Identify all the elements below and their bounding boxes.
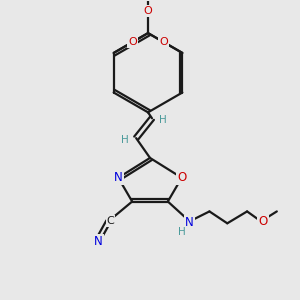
Text: N: N [114, 171, 123, 184]
Text: N: N [185, 216, 194, 229]
Text: O: O [258, 215, 268, 228]
Text: C: C [106, 216, 114, 226]
Text: N: N [94, 235, 103, 248]
Text: O: O [177, 171, 186, 184]
Text: O: O [144, 6, 152, 16]
Text: O: O [128, 37, 137, 47]
Text: H: H [122, 135, 129, 145]
Text: O: O [159, 37, 168, 47]
Text: H: H [178, 227, 186, 237]
Text: H: H [159, 115, 167, 125]
